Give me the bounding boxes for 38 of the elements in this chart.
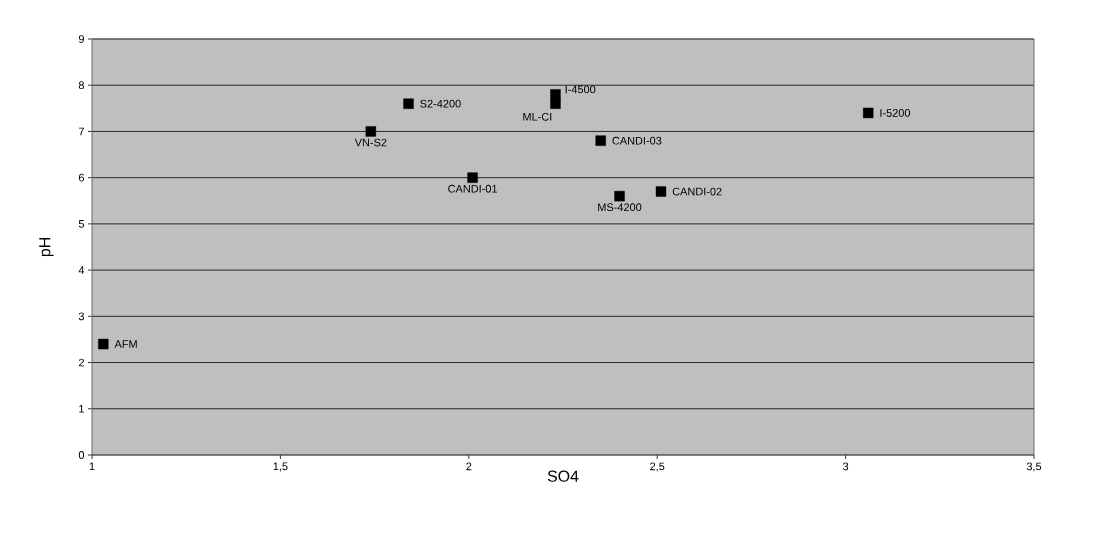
annotation: VN-S2 — [354, 138, 387, 147]
y-tick-label: 7 — [78, 127, 84, 136]
x-tick-label: 3,5 — [1026, 462, 1042, 472]
point — [655, 186, 667, 197]
point — [98, 338, 109, 350]
y-tick-label: 2 — [78, 358, 84, 367]
x-tick-label: 2 — [466, 462, 472, 471]
annotation: MS-4200 — [598, 203, 642, 212]
point — [614, 190, 625, 202]
annotation: I-4500 — [565, 85, 596, 94]
x-tick-label: 1,5 — [273, 462, 288, 472]
y-axis-title: pH — [39, 238, 54, 257]
point — [550, 89, 561, 100]
point — [550, 98, 561, 109]
y-tick-label: 6 — [78, 173, 84, 182]
x-tick-label: 1 — [89, 462, 95, 471]
point — [863, 107, 874, 119]
y-tick-label: 8 — [78, 81, 84, 90]
y-tick-label: 4 — [78, 266, 85, 274]
annotation: ML-CI — [523, 112, 552, 121]
x-axis-title: SO4 — [547, 470, 579, 482]
annotation: CANDI-03 — [612, 136, 662, 145]
x-tick-label: 2,5 — [650, 462, 665, 472]
point — [595, 135, 606, 146]
point — [365, 126, 377, 137]
point — [467, 172, 478, 183]
point — [403, 98, 414, 109]
x-tick-label: 3 — [842, 462, 849, 471]
annotation: CANDI-01 — [448, 184, 498, 193]
y-tick-label: 1 — [79, 405, 84, 413]
annotation: S2-4200 — [420, 99, 461, 108]
annotation: I-5200 — [880, 109, 911, 117]
y-tick-label: 0 — [78, 451, 85, 459]
annotation: CANDI-02 — [672, 187, 722, 196]
y-tick-label: 5 — [78, 220, 85, 228]
y-tick-label: 3 — [78, 312, 84, 321]
annotation: AFM — [114, 340, 137, 348]
y-tick-label: 9 — [78, 35, 84, 43]
